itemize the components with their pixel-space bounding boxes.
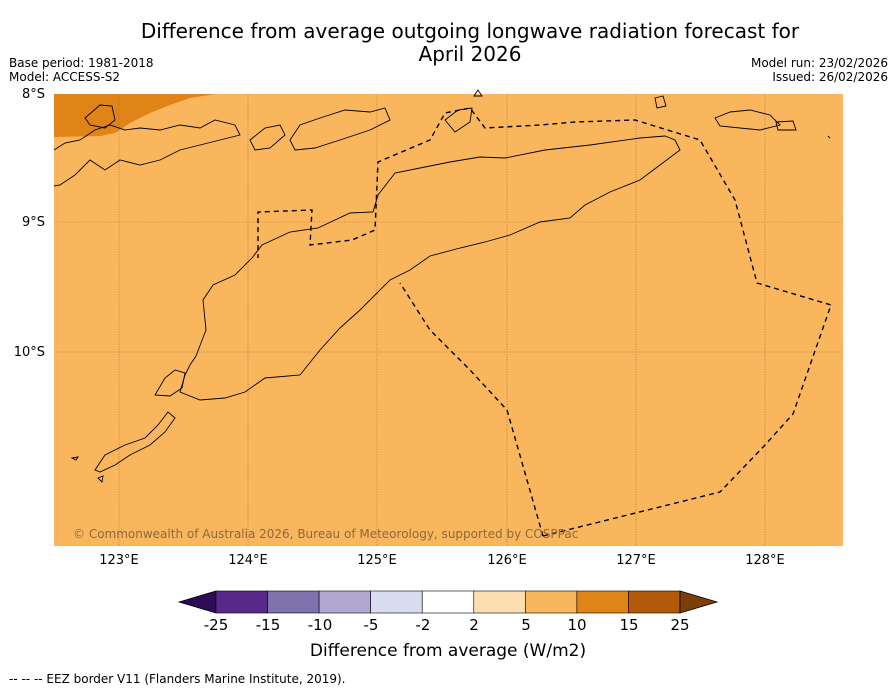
title-line-1: Difference from average outgoing longwav… — [140, 19, 800, 43]
meta-right: Model run: 23/02/2026 Issued: 26/02/2026 — [751, 56, 888, 84]
cb-label-0: -25 — [203, 616, 229, 634]
colorbar-title: Difference from average (W/m2) — [309, 641, 587, 661]
lat-label-9s: 9°S — [21, 215, 45, 230]
lat-label-10s: 10°S — [13, 345, 45, 360]
small-island-coast-b — [473, 89, 483, 97]
island-coast-a — [84, 104, 116, 129]
cb-label-3: -5 — [363, 616, 379, 634]
island-coast-b — [249, 124, 286, 151]
cb-label-9: 25 — [670, 616, 690, 634]
cb-label-5: 2 — [469, 616, 479, 634]
lon-label-128e: 128°E — [745, 553, 785, 568]
lon-label-124e: 124°E — [228, 553, 268, 568]
alor-coast — [289, 107, 391, 151]
timor-coast — [179, 135, 681, 401]
model-run: Model run: 23/02/2026 — [750, 56, 888, 70]
cb-label-2: -10 — [307, 616, 333, 634]
meta-left: Base period: 1981-2018 Model: ACCESS-S2 — [9, 56, 154, 84]
lon-label-123e: 123°E — [99, 553, 139, 568]
eez-legend-footer: -- -- -- EEZ border V11 (Flanders Marine… — [9, 672, 346, 686]
issued-date: Issued: 26/02/2026 — [772, 70, 888, 84]
small-island-coast — [97, 475, 104, 483]
babar-coast — [714, 109, 781, 131]
copyright-notice: © Commonwealth of Australia 2026, Bureau… — [73, 527, 579, 541]
cb-label-8: 15 — [619, 616, 639, 634]
semau-coast — [154, 369, 186, 397]
island-coast-d — [775, 120, 797, 131]
eez-border-north — [257, 107, 832, 537]
lat-label-8s: 8°S — [21, 87, 45, 102]
rote-coast — [94, 411, 176, 473]
model-name: Model: ACCESS-S2 — [9, 70, 121, 84]
cb-label-6: 5 — [521, 616, 531, 634]
cb-label-1: -15 — [255, 616, 281, 634]
eez-borders — [257, 107, 832, 537]
cb-label-7: 10 — [567, 616, 587, 634]
base-period: Base period: 1981-2018 — [9, 56, 154, 70]
lon-label-125e: 125°E — [357, 553, 397, 568]
cb-label-4: -2 — [415, 616, 431, 634]
lon-label-126e: 126°E — [487, 553, 527, 568]
island-coast-c — [654, 95, 667, 109]
island-coast-e — [827, 135, 831, 139]
map-area — [54, 94, 843, 546]
ndao-coast — [70, 456, 79, 461]
lon-label-127e: 127°E — [616, 553, 656, 568]
chart-title: Difference from average outgoing longwav… — [40, 20, 896, 66]
wetar-coast — [444, 107, 473, 133]
coastlines — [53, 89, 831, 483]
title-line-2: April 2026 — [418, 42, 522, 66]
